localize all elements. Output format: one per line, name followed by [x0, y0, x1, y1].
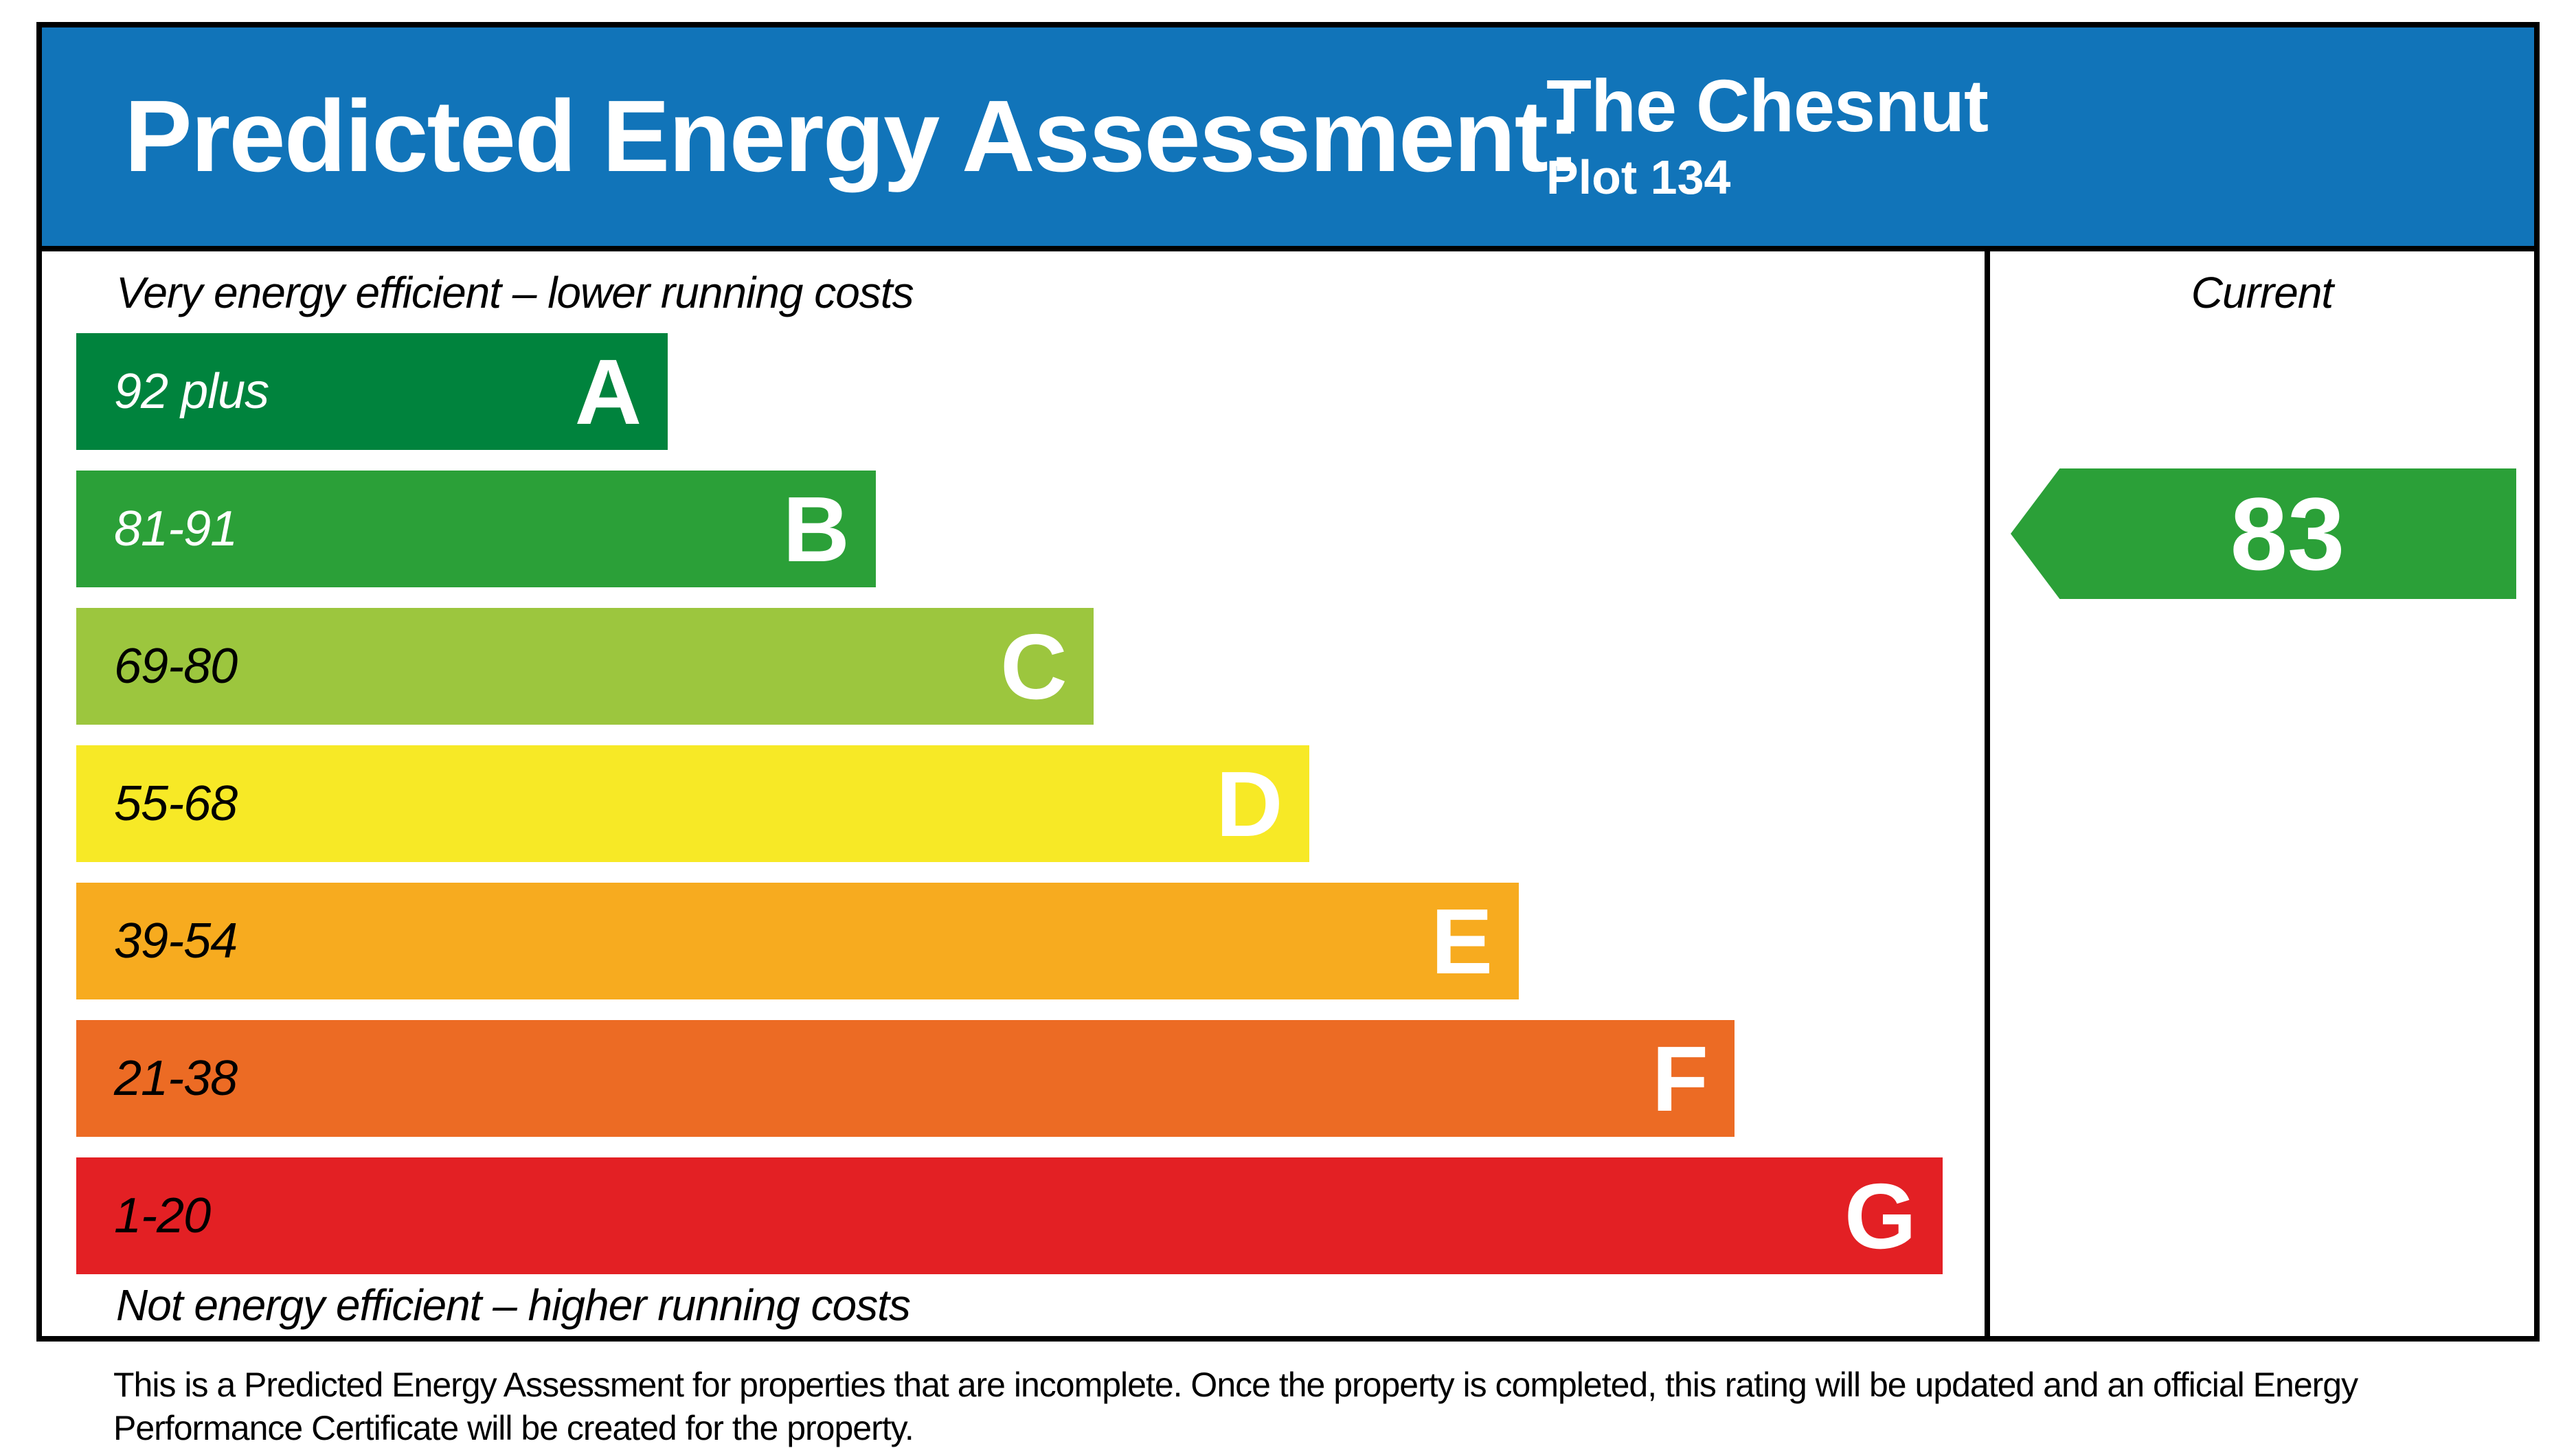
property-name: The Chesnut: [1546, 64, 1989, 147]
band-c-range: 69-80: [114, 639, 238, 694]
band-e-range: 39-54: [114, 914, 238, 969]
current-rating-value: 83: [2230, 475, 2345, 591]
bands-column: Very energy efficient – lower running co…: [42, 251, 1985, 1336]
band-e-letter: E: [1431, 889, 1493, 993]
band-g: 1-20 G: [76, 1157, 1943, 1274]
page-title: Predicted Energy Assessment:: [124, 80, 1581, 193]
band-a-letter: A: [574, 339, 642, 444]
band-list: 92 plus A 81-91 B 69-80 C 55-68 D: [76, 333, 1985, 1274]
band-d-range: 55-68: [114, 776, 238, 831]
current-column: Current 83: [1985, 251, 2534, 1336]
band-a-range: 92 plus: [114, 364, 269, 419]
band-f-letter: F: [1651, 1026, 1709, 1131]
header: Predicted Energy Assessment: The Chesnut…: [42, 27, 2534, 251]
band-b-letter: B: [782, 477, 850, 581]
current-rating-arrow: 83: [2011, 468, 2516, 599]
band-g-range: 1-20: [114, 1188, 211, 1243]
current-column-header: Current: [2191, 267, 2334, 317]
band-f: 21-38 F: [76, 1020, 1735, 1137]
plot-number: Plot 134: [1546, 150, 1731, 204]
band-c: 69-80 C: [76, 608, 1094, 725]
property-info: The Chesnut Plot 134: [1546, 27, 1989, 246]
band-c-letter: C: [1000, 614, 1067, 719]
top-axis-label: Very energy efficient – lower running co…: [116, 267, 914, 317]
band-f-range: 21-38: [114, 1051, 238, 1106]
energy-rating-chart: Very energy efficient – lower running co…: [42, 251, 2534, 1336]
footer-note: This is a Predicted Energy Assessment fo…: [113, 1366, 2358, 1447]
band-d: 55-68 D: [76, 745, 1309, 862]
band-b: 81-91 B: [76, 471, 876, 587]
band-e: 39-54 E: [76, 883, 1519, 999]
epc-frame: Predicted Energy Assessment: The Chesnut…: [36, 22, 2540, 1342]
band-a: 92 plus A: [76, 333, 668, 450]
band-b-range: 81-91: [114, 501, 238, 556]
band-d-letter: D: [1216, 751, 1283, 856]
band-g-letter: G: [1844, 1164, 1917, 1268]
bottom-axis-label: Not energy efficient – higher running co…: [116, 1280, 911, 1330]
